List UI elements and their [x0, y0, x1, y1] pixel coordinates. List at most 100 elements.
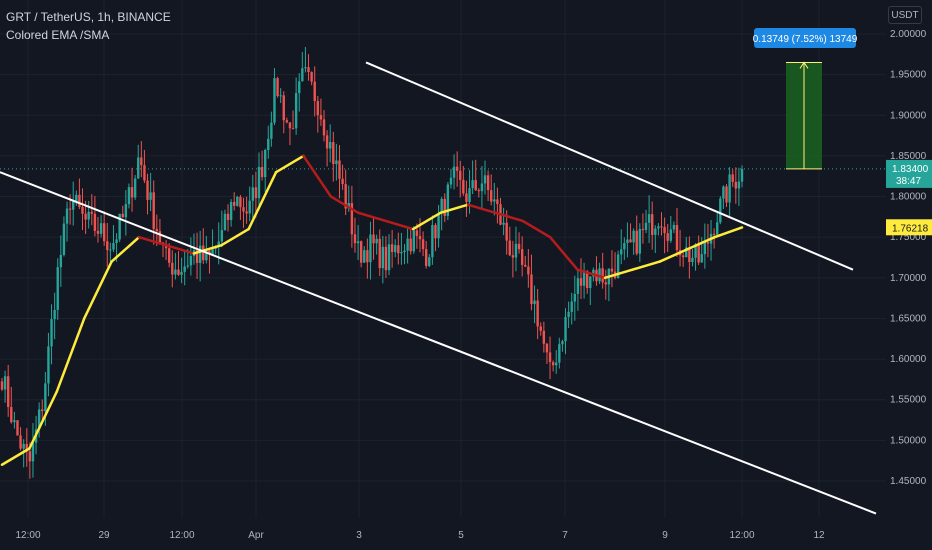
candle-body: [152, 192, 155, 229]
candle-body: [462, 179, 465, 194]
candle-body: [641, 229, 645, 231]
candle-body: [508, 240, 511, 256]
candle-body: [3, 376, 7, 390]
candle-body: [511, 255, 515, 258]
candle-body: [424, 249, 428, 266]
candle-body: [694, 244, 697, 258]
candle-body: [598, 268, 601, 282]
candle-body: [672, 224, 676, 230]
candle-body: [589, 276, 592, 289]
last-price-value: 1.83400: [892, 164, 929, 175]
ema-segment: [0, 447, 31, 466]
candle-body: [375, 238, 378, 244]
candle-body: [310, 72, 313, 82]
candle-body: [313, 81, 316, 102]
candle-body: [177, 269, 180, 275]
candle-body: [564, 317, 567, 342]
currency-button[interactable]: USDT: [888, 6, 922, 24]
price-axis[interactable]: 2.00000 1.95000 1.90000 1.85000 1.80000 1.750…: [890, 29, 927, 487]
candle-body: [350, 203, 354, 235]
candle-body: [341, 178, 344, 185]
candle-body: [527, 266, 530, 275]
candle-body: [47, 346, 50, 384]
ema-value: 1.76218: [892, 223, 929, 234]
ema-segment: [466, 203, 497, 215]
candle-body: [353, 234, 357, 244]
candle-body: [651, 214, 654, 235]
candle-body: [561, 341, 564, 345]
candle-body: [496, 199, 499, 205]
candle-body: [233, 202, 236, 206]
candle-body: [536, 300, 539, 327]
candle-body: [186, 265, 189, 267]
candle-body: [740, 168, 744, 182]
candle-body: [716, 222, 719, 235]
candle-body: [635, 230, 638, 254]
candle-body: [307, 67, 310, 73]
candle-body: [325, 135, 329, 149]
measure-label-bg: [754, 28, 856, 48]
candle-body: [273, 78, 276, 123]
candle-body: [205, 250, 208, 261]
trend-channel[interactable]: [0, 61, 877, 515]
candle-body: [437, 213, 440, 239]
candle-body: [124, 204, 128, 218]
candle-body: [390, 244, 394, 253]
ema-segment: [247, 170, 278, 231]
candle-body: [734, 181, 738, 189]
candle-body: [455, 166, 459, 171]
candle-body: [548, 352, 552, 363]
candle-body: [189, 256, 193, 266]
candle-body: [155, 228, 159, 232]
candle-body: [585, 271, 589, 289]
candle-body: [239, 196, 242, 208]
candle-body: [276, 78, 279, 97]
candle-body: [468, 188, 471, 202]
candle-body: [359, 241, 363, 263]
candle-body: [112, 242, 115, 250]
candle-body: [465, 193, 468, 202]
candle-body: [16, 420, 19, 436]
time-axis[interactable]: 12:00 29 12:00 Apr 3 5 7 9 12:00 12: [15, 530, 825, 541]
candle-body: [245, 211, 248, 214]
candle-body: [78, 194, 81, 207]
candle-body: [37, 409, 41, 430]
candle-body: [409, 238, 412, 252]
candle-body: [490, 190, 493, 202]
time-tick-label: Apr: [248, 530, 264, 541]
candle-body: [304, 67, 307, 69]
channel-upper-line: [365, 61, 854, 271]
measure-arrow-head: [799, 61, 809, 69]
time-tick-label: 12: [813, 530, 825, 541]
candle-body: [632, 230, 635, 243]
ema-badge: [886, 219, 932, 236]
price-tick-label: 1.75000: [890, 232, 927, 243]
candle-body: [167, 248, 171, 263]
time-tick-label: 9: [662, 530, 668, 541]
candle-body: [171, 262, 174, 275]
ema-segment: [274, 154, 305, 174]
candle-body: [471, 180, 474, 189]
candle-body: [660, 226, 663, 228]
candle-body: [514, 243, 518, 258]
ema-segment: [439, 203, 470, 215]
candle-body: [616, 254, 620, 278]
candle-body: [638, 229, 642, 254]
candle-body: [72, 200, 75, 210]
candle-body: [542, 330, 546, 344]
candle-body: [381, 246, 385, 269]
measure-tool[interactable]: 0.13749 (7.52%) 13749: [753, 28, 858, 170]
candle-body: [555, 362, 558, 366]
candle-body: [242, 207, 245, 212]
candle-body: [421, 239, 425, 250]
candle-body: [198, 245, 202, 263]
ema-segment: [192, 244, 223, 255]
candle-body: [208, 250, 211, 255]
candle-body: [28, 451, 32, 462]
candle-body: [483, 175, 487, 184]
ema-segment: [494, 211, 524, 223]
candle-body: [217, 241, 220, 247]
candle-body: [183, 266, 186, 272]
time-tick-label: 12:00: [15, 530, 40, 541]
